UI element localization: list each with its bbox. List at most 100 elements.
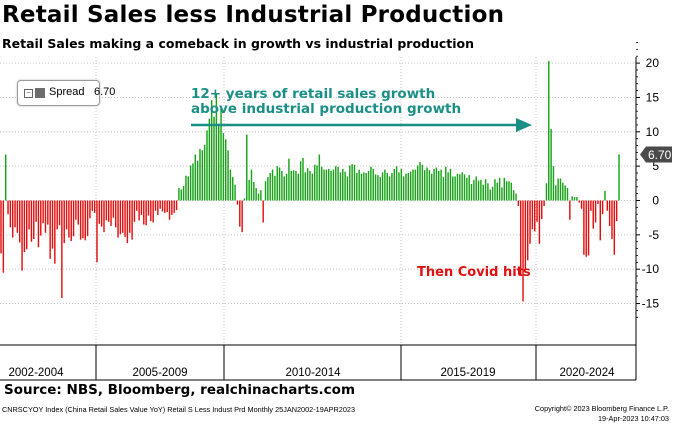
bar (384, 169, 386, 201)
bar (461, 172, 463, 201)
bar (152, 200, 154, 223)
bar (573, 197, 576, 201)
bar (213, 116, 215, 201)
bar (112, 200, 115, 218)
last-value-tag: 6.70 (640, 146, 672, 163)
bar (119, 200, 122, 235)
bar (192, 163, 194, 201)
bar (545, 183, 548, 201)
bar (484, 179, 487, 201)
bar (351, 164, 353, 201)
bar (452, 176, 454, 201)
bar (21, 200, 23, 271)
bar (541, 200, 543, 220)
bar (124, 200, 126, 237)
bar (508, 181, 510, 201)
last-value-label: 6.70 (648, 148, 672, 162)
bar (107, 200, 110, 222)
bar (386, 173, 388, 201)
bar (93, 200, 96, 213)
bar (592, 200, 594, 229)
bar (91, 200, 94, 211)
bar (585, 200, 587, 257)
bar (414, 169, 417, 201)
bar (14, 200, 16, 228)
bar (489, 189, 491, 201)
bar (79, 200, 82, 240)
bar (412, 169, 414, 201)
bar (236, 200, 239, 205)
y-tick-label: 20 (646, 56, 660, 70)
bar (140, 200, 143, 215)
bar (405, 173, 407, 201)
bar (423, 170, 426, 201)
bar (618, 154, 620, 201)
bar (438, 170, 440, 201)
bar (33, 200, 35, 239)
bar (105, 200, 108, 221)
bar (264, 181, 267, 201)
bar (564, 185, 566, 201)
copyright-text: Copyright© 2023 Bloomberg Finance L.P. (534, 404, 669, 413)
bar (601, 200, 604, 215)
bar (526, 200, 529, 261)
bar (138, 200, 140, 221)
bar (398, 172, 400, 201)
bar (388, 176, 391, 201)
bar (487, 183, 489, 201)
bar (37, 200, 40, 248)
bar (519, 200, 522, 277)
bar (75, 200, 77, 220)
bar (569, 200, 571, 220)
bar (253, 181, 255, 201)
bar (28, 200, 30, 230)
bar (131, 200, 133, 240)
bar (363, 172, 365, 201)
bar (255, 188, 257, 201)
bar (342, 168, 344, 201)
x-period-label: 2002-2004 (9, 367, 65, 379)
bar (164, 200, 166, 213)
bar (11, 200, 14, 238)
bar (318, 154, 321, 201)
bar (154, 200, 157, 211)
bar (161, 200, 164, 212)
bar (571, 196, 573, 201)
bar (419, 162, 421, 201)
bar (243, 198, 246, 201)
bar (295, 170, 297, 201)
chart-subtitle: Retail Sales making a comeback in growth… (2, 36, 475, 51)
bar (175, 200, 178, 211)
bar (63, 200, 65, 244)
bar (433, 168, 435, 201)
bar (454, 176, 456, 201)
bar (126, 200, 129, 244)
y-tick-label: 15 (646, 90, 660, 104)
legend[interactable]: − Spread 6.70 (17, 80, 115, 106)
legend-collapse-icon[interactable]: − (24, 89, 33, 98)
footer-left: CNRSCYOY Index (China Retail Sales Value… (2, 405, 356, 414)
bar (194, 154, 197, 201)
bar (16, 200, 19, 233)
y-axis: 20 15 10 5 0 -5 -10 -15 (635, 42, 660, 380)
bar (70, 200, 72, 242)
bar (47, 200, 49, 225)
bar (290, 170, 292, 201)
legend-swatch (35, 88, 45, 98)
bar (604, 190, 606, 201)
bar (304, 172, 307, 201)
bar (136, 200, 138, 211)
bar (40, 200, 42, 236)
bar (510, 182, 513, 201)
bar (201, 150, 204, 201)
bar (611, 200, 613, 239)
bar (482, 184, 484, 201)
bar (159, 200, 161, 209)
source-note: Source: NBS, Bloomberg, realchinacharts.… (4, 382, 356, 398)
bar (323, 169, 325, 201)
bar (435, 167, 438, 201)
bar (30, 200, 33, 242)
bar (606, 200, 609, 211)
bar (463, 174, 466, 201)
